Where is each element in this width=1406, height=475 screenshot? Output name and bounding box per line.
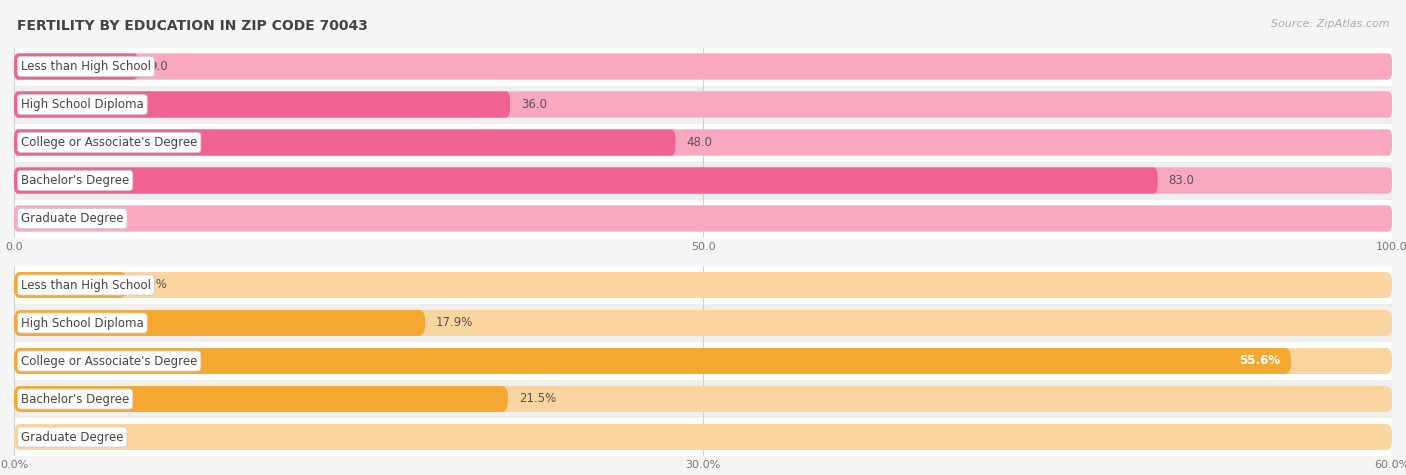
Text: High School Diploma: High School Diploma — [21, 98, 143, 111]
FancyBboxPatch shape — [14, 424, 1392, 450]
FancyBboxPatch shape — [14, 162, 1392, 199]
FancyBboxPatch shape — [14, 86, 1392, 124]
Text: FERTILITY BY EDUCATION IN ZIP CODE 70043: FERTILITY BY EDUCATION IN ZIP CODE 70043 — [17, 19, 368, 33]
FancyBboxPatch shape — [14, 266, 1392, 304]
FancyBboxPatch shape — [14, 92, 1392, 117]
Text: Less than High School: Less than High School — [21, 60, 150, 73]
Text: Bachelor's Degree: Bachelor's Degree — [21, 392, 129, 406]
FancyBboxPatch shape — [14, 168, 1392, 193]
Text: 21.5%: 21.5% — [519, 392, 557, 406]
FancyBboxPatch shape — [14, 348, 1392, 374]
FancyBboxPatch shape — [14, 124, 1392, 162]
FancyBboxPatch shape — [14, 386, 1392, 412]
Text: 36.0: 36.0 — [522, 98, 547, 111]
FancyBboxPatch shape — [14, 310, 425, 336]
FancyBboxPatch shape — [14, 168, 1157, 193]
Text: Source: ZipAtlas.com: Source: ZipAtlas.com — [1271, 19, 1389, 29]
FancyBboxPatch shape — [14, 310, 425, 336]
FancyBboxPatch shape — [14, 386, 508, 412]
Text: 4.9%: 4.9% — [138, 278, 167, 292]
Text: Graduate Degree: Graduate Degree — [21, 212, 124, 225]
FancyBboxPatch shape — [14, 310, 1392, 336]
FancyBboxPatch shape — [14, 348, 1291, 374]
FancyBboxPatch shape — [14, 92, 510, 117]
FancyBboxPatch shape — [14, 130, 675, 155]
FancyBboxPatch shape — [14, 206, 1392, 231]
FancyBboxPatch shape — [14, 418, 1392, 456]
FancyBboxPatch shape — [14, 54, 1392, 79]
Text: High School Diploma: High School Diploma — [21, 316, 143, 330]
FancyBboxPatch shape — [14, 54, 1392, 79]
FancyBboxPatch shape — [14, 48, 1392, 86]
Text: 0.0: 0.0 — [25, 212, 44, 225]
Text: College or Associate's Degree: College or Associate's Degree — [21, 354, 197, 368]
FancyBboxPatch shape — [14, 304, 1392, 342]
FancyBboxPatch shape — [14, 92, 510, 117]
FancyBboxPatch shape — [14, 380, 1392, 418]
FancyBboxPatch shape — [14, 348, 1392, 374]
FancyBboxPatch shape — [14, 130, 675, 155]
FancyBboxPatch shape — [14, 272, 127, 298]
FancyBboxPatch shape — [14, 54, 138, 79]
FancyBboxPatch shape — [14, 272, 127, 298]
FancyBboxPatch shape — [14, 348, 1291, 374]
FancyBboxPatch shape — [14, 130, 1392, 155]
Text: College or Associate's Degree: College or Associate's Degree — [21, 136, 197, 149]
FancyBboxPatch shape — [14, 424, 1392, 450]
FancyBboxPatch shape — [14, 206, 1392, 231]
Text: Graduate Degree: Graduate Degree — [21, 430, 124, 444]
Text: 17.9%: 17.9% — [436, 316, 474, 330]
FancyBboxPatch shape — [14, 168, 1157, 193]
Text: Bachelor's Degree: Bachelor's Degree — [21, 174, 129, 187]
FancyBboxPatch shape — [14, 54, 138, 79]
FancyBboxPatch shape — [14, 342, 1392, 380]
FancyBboxPatch shape — [14, 386, 1392, 412]
Text: 83.0: 83.0 — [1168, 174, 1195, 187]
FancyBboxPatch shape — [14, 92, 1392, 117]
Text: 48.0: 48.0 — [686, 136, 713, 149]
FancyBboxPatch shape — [14, 310, 1392, 336]
FancyBboxPatch shape — [14, 168, 1392, 193]
FancyBboxPatch shape — [14, 200, 1392, 238]
FancyBboxPatch shape — [14, 272, 1392, 298]
FancyBboxPatch shape — [14, 272, 1392, 298]
FancyBboxPatch shape — [14, 130, 1392, 155]
Text: 9.0: 9.0 — [149, 60, 167, 73]
Text: 55.6%: 55.6% — [1239, 354, 1279, 368]
FancyBboxPatch shape — [14, 386, 508, 412]
Text: Less than High School: Less than High School — [21, 278, 150, 292]
Text: 0.0%: 0.0% — [25, 430, 55, 444]
